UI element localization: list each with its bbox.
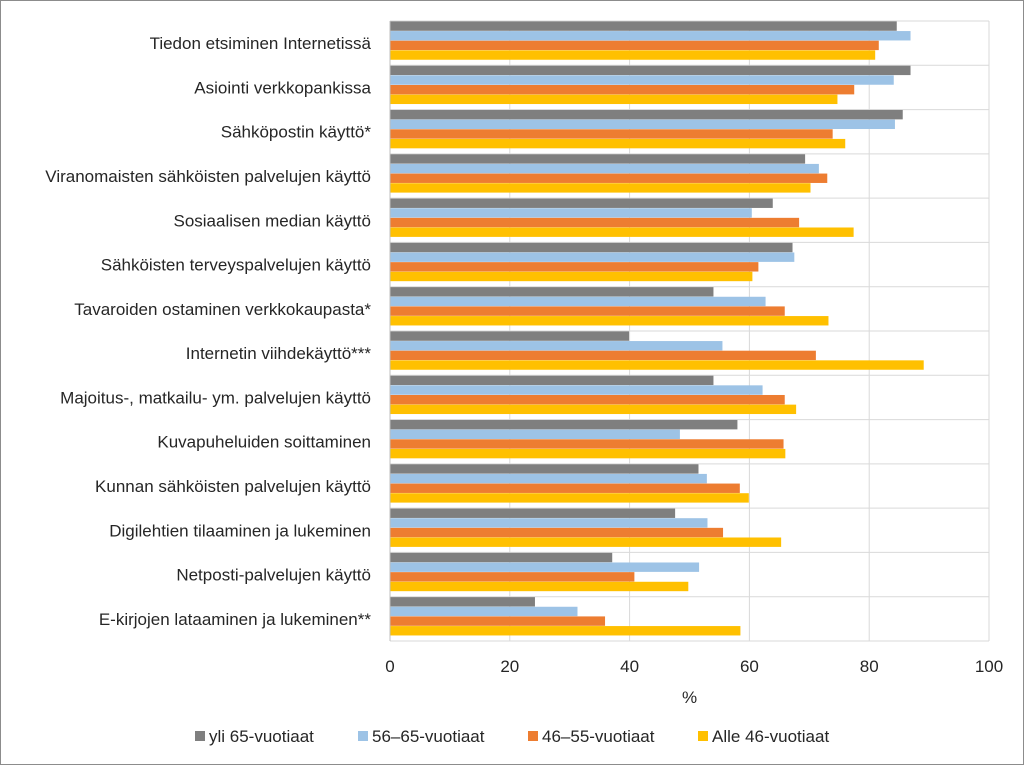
bar	[390, 129, 833, 139]
bar	[390, 138, 846, 149]
category-label: Netposti-palvelujen käyttö	[176, 566, 371, 585]
bar	[390, 527, 724, 538]
bar	[390, 385, 763, 395]
category-label: Asiointi verkkopankissa	[194, 78, 371, 97]
x-tick-label: 0	[385, 657, 394, 676]
bar	[390, 473, 707, 484]
bar	[390, 597, 535, 607]
bar	[390, 217, 800, 228]
bar	[390, 419, 738, 430]
bars	[390, 21, 924, 636]
bar	[390, 464, 699, 474]
bar	[390, 518, 708, 528]
legend-swatch	[698, 731, 708, 741]
bar	[390, 154, 806, 164]
bar	[390, 287, 714, 297]
bar	[390, 21, 897, 31]
bar	[390, 341, 723, 351]
legend-label: 46–55-vuotiaat	[542, 727, 655, 746]
x-tick-label: 40	[620, 657, 639, 676]
bar	[390, 119, 895, 130]
category-label: E-kirjojen lataaminen ja lukeminen**	[99, 610, 372, 629]
bar	[390, 84, 855, 95]
bar	[390, 316, 829, 326]
bar	[390, 163, 819, 174]
gridlines	[390, 20, 990, 642]
bar	[390, 572, 635, 582]
bar	[390, 552, 613, 563]
bar	[390, 306, 785, 316]
bar	[390, 75, 894, 85]
bar	[390, 483, 740, 493]
legend-swatch	[358, 731, 368, 741]
category-label: Tiedon etsiminen Internetissä	[150, 34, 372, 53]
bar	[390, 242, 793, 253]
bar	[390, 626, 741, 636]
legend-label: yli 65-vuotiaat	[209, 727, 314, 746]
category-label: Internetin viihdekäyttö***	[186, 344, 372, 363]
bar	[390, 508, 676, 518]
category-label: Sosiaalisen median käyttö	[173, 211, 371, 230]
bar	[390, 40, 879, 51]
bar	[390, 173, 828, 183]
bar	[390, 375, 714, 386]
bar	[390, 262, 759, 272]
bar	[390, 252, 795, 262]
bar	[390, 198, 773, 208]
category-label: Sähköpostin käyttö*	[221, 123, 372, 142]
legend-swatch	[528, 731, 538, 741]
bar	[390, 537, 782, 547]
bar	[390, 448, 786, 459]
bar	[390, 109, 903, 120]
category-label: Digilehtien tilaaminen ja lukeminen	[109, 521, 371, 540]
bar	[390, 271, 753, 282]
category-label: Majoitus-, matkailu- ym. palvelujen käyt…	[60, 388, 371, 407]
legend-item: Alle 46-vuotiaat	[698, 727, 829, 746]
bar	[390, 493, 749, 503]
bar	[390, 404, 797, 415]
bar	[390, 562, 700, 572]
bar	[390, 331, 630, 341]
category-label: Tavaroiden ostaminen verkkokaupasta*	[74, 300, 371, 319]
category-labels: Tiedon etsiminen Internetissä Asiointi ve…	[45, 34, 371, 629]
bar	[390, 350, 816, 361]
legend-label: Alle 46-vuotiaat	[712, 727, 829, 746]
bar	[390, 360, 924, 370]
category-label: Sähköisten terveyspalvelujen käyttö	[101, 256, 371, 275]
x-axis-title: %	[682, 688, 697, 707]
x-tick-labels: 0 20 40 60 80 100	[385, 657, 1003, 676]
bar	[390, 31, 911, 41]
bar	[390, 394, 785, 405]
legend-item: 56–65-vuotiaat	[358, 727, 485, 746]
bar	[390, 606, 578, 617]
bar	[390, 50, 876, 60]
bar	[390, 94, 838, 105]
legend: yli 65-vuotiaat 56–65-vuotiaat 46–55-vuoti…	[195, 727, 829, 746]
x-tick-label: 100	[975, 657, 1003, 676]
bar	[390, 429, 680, 440]
bar	[390, 296, 766, 307]
bar	[390, 439, 784, 449]
bar	[390, 227, 854, 237]
bar	[390, 65, 911, 76]
x-tick-label: 60	[740, 657, 759, 676]
legend-label: 56–65-vuotiaat	[372, 727, 485, 746]
category-label: Kunnan sähköisten palvelujen käyttö	[95, 477, 371, 496]
x-tick-label: 20	[500, 657, 519, 676]
bar	[390, 581, 689, 592]
bar	[390, 208, 752, 218]
legend-swatch	[195, 731, 205, 741]
category-label: Viranomaisten sähköisten palvelujen käyt…	[45, 167, 371, 186]
bar	[390, 616, 606, 626]
legend-item: 46–55-vuotiaat	[528, 727, 655, 746]
legend-item: yli 65-vuotiaat	[195, 727, 314, 746]
category-label: Kuvapuheluiden soittaminen	[157, 433, 371, 452]
x-tick-label: 80	[860, 657, 879, 676]
bar	[390, 183, 811, 193]
